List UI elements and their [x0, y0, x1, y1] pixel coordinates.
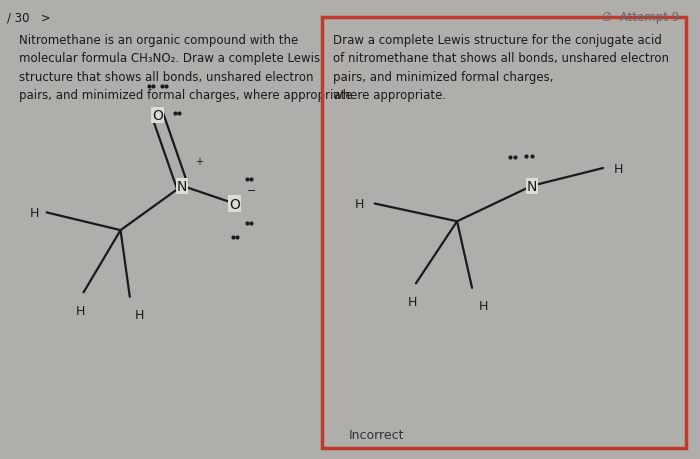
Text: H: H [479, 299, 488, 313]
Text: Nitromethane is an organic compound with the
molecular formula CH₃NO₂. Draw a co: Nitromethane is an organic compound with… [19, 34, 356, 102]
Text: O: O [152, 108, 163, 123]
Text: H: H [355, 197, 365, 211]
Text: Incorrect: Incorrect [349, 428, 404, 441]
Text: H: H [134, 308, 144, 321]
Text: +: + [195, 157, 203, 167]
Text: −: − [247, 186, 256, 196]
Text: / 30   >: / 30 > [7, 11, 50, 24]
Text: Draw a complete Lewis structure for the conjugate acid
of nitromethane that show: Draw a complete Lewis structure for the … [333, 34, 669, 102]
Text: H: H [76, 304, 85, 317]
Text: O: O [229, 197, 240, 211]
Text: H: H [613, 162, 623, 175]
Text: N: N [527, 179, 537, 193]
Text: H: H [29, 207, 39, 219]
Text: N: N [177, 179, 188, 193]
Text: ∅  Attempt 9: ∅ Attempt 9 [602, 11, 679, 24]
Text: H: H [407, 295, 416, 308]
